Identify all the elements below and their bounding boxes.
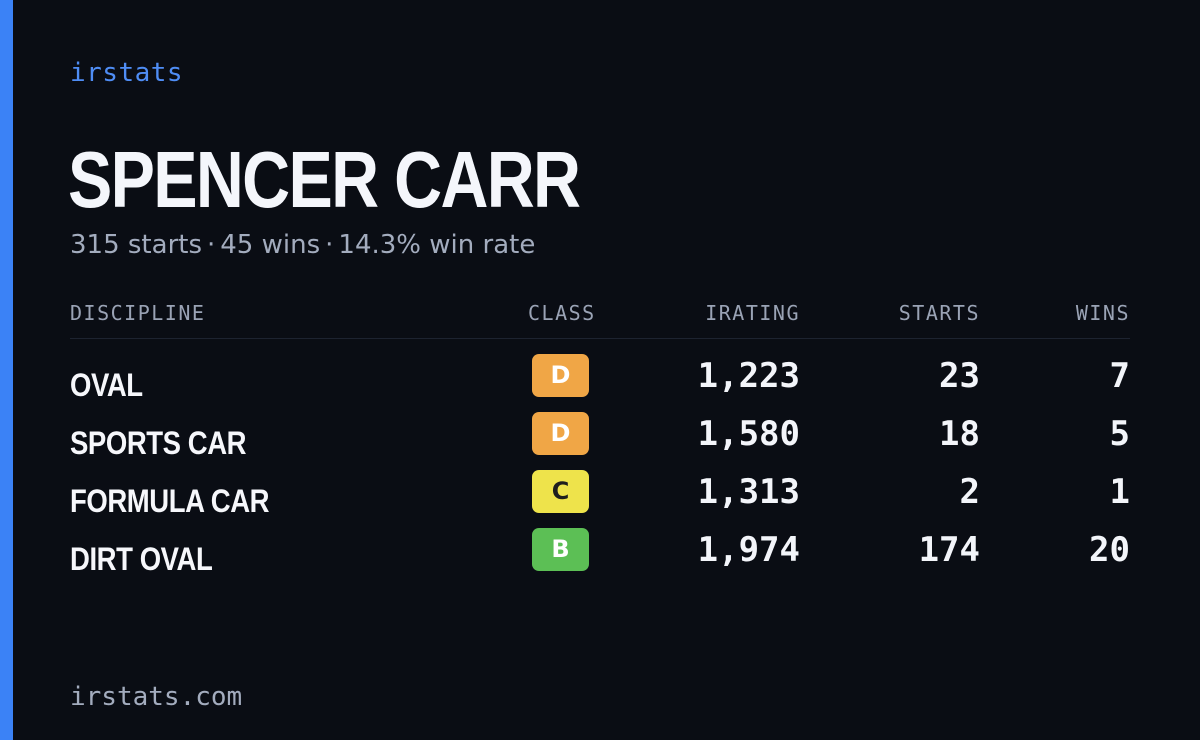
- discipline-name: OVAL: [70, 367, 143, 403]
- table-row: FORMULA CAR C 1,313 2 1: [70, 470, 1130, 528]
- license-class-badge: C: [532, 470, 589, 513]
- header-class: CLASS: [528, 301, 596, 325]
- summary-win-rate: 14.3% win rate: [338, 230, 536, 260]
- summary-separator: ·: [207, 230, 216, 260]
- table-row: DIRT OVAL B 1,974 174 20: [70, 528, 1130, 586]
- summary-separator: ·: [325, 230, 334, 260]
- accent-bar: [0, 0, 13, 740]
- summary-starts: 315 starts: [70, 230, 202, 260]
- header-discipline: DISCIPLINE: [70, 301, 206, 325]
- brand-logo-text: irstats: [70, 58, 184, 88]
- wins-value: 7: [1109, 356, 1130, 396]
- license-class-badge: B: [532, 528, 589, 571]
- driver-name: SPENCER CARR: [68, 135, 581, 224]
- starts-value: 2: [959, 472, 980, 512]
- stats-table-header: DISCIPLINE CLASS IRATING STARTS WINS: [70, 298, 1130, 339]
- footer-url: irstats.com: [70, 682, 243, 712]
- starts-value: 174: [918, 530, 980, 570]
- header-wins: WINS: [1075, 301, 1130, 325]
- irating-value: 1,580: [697, 414, 800, 454]
- summary-wins: 45 wins: [220, 230, 321, 260]
- driver-summary: 315 starts · 45 wins · 14.3% win rate: [70, 228, 535, 262]
- irating-value: 1,223: [697, 356, 800, 396]
- header-irating: IRATING: [705, 301, 800, 325]
- header-starts: STARTS: [898, 301, 980, 325]
- discipline-name: SPORTS CAR: [70, 425, 247, 461]
- discipline-name: DIRT OVAL: [70, 541, 213, 577]
- stats-table-body: OVAL D 1,223 23 7 SPORTS CAR D 1,580 18 …: [70, 354, 1130, 586]
- table-row: OVAL D 1,223 23 7: [70, 354, 1130, 412]
- starts-value: 23: [939, 356, 980, 396]
- wins-value: 20: [1089, 530, 1130, 570]
- wins-value: 5: [1109, 414, 1130, 454]
- license-class-badge: D: [532, 412, 589, 455]
- discipline-name: FORMULA CAR: [70, 483, 270, 519]
- table-row: SPORTS CAR D 1,580 18 5: [70, 412, 1130, 470]
- irating-value: 1,974: [697, 530, 800, 570]
- wins-value: 1: [1109, 472, 1130, 512]
- starts-value: 18: [939, 414, 980, 454]
- irating-value: 1,313: [697, 472, 800, 512]
- license-class-badge: D: [532, 354, 589, 397]
